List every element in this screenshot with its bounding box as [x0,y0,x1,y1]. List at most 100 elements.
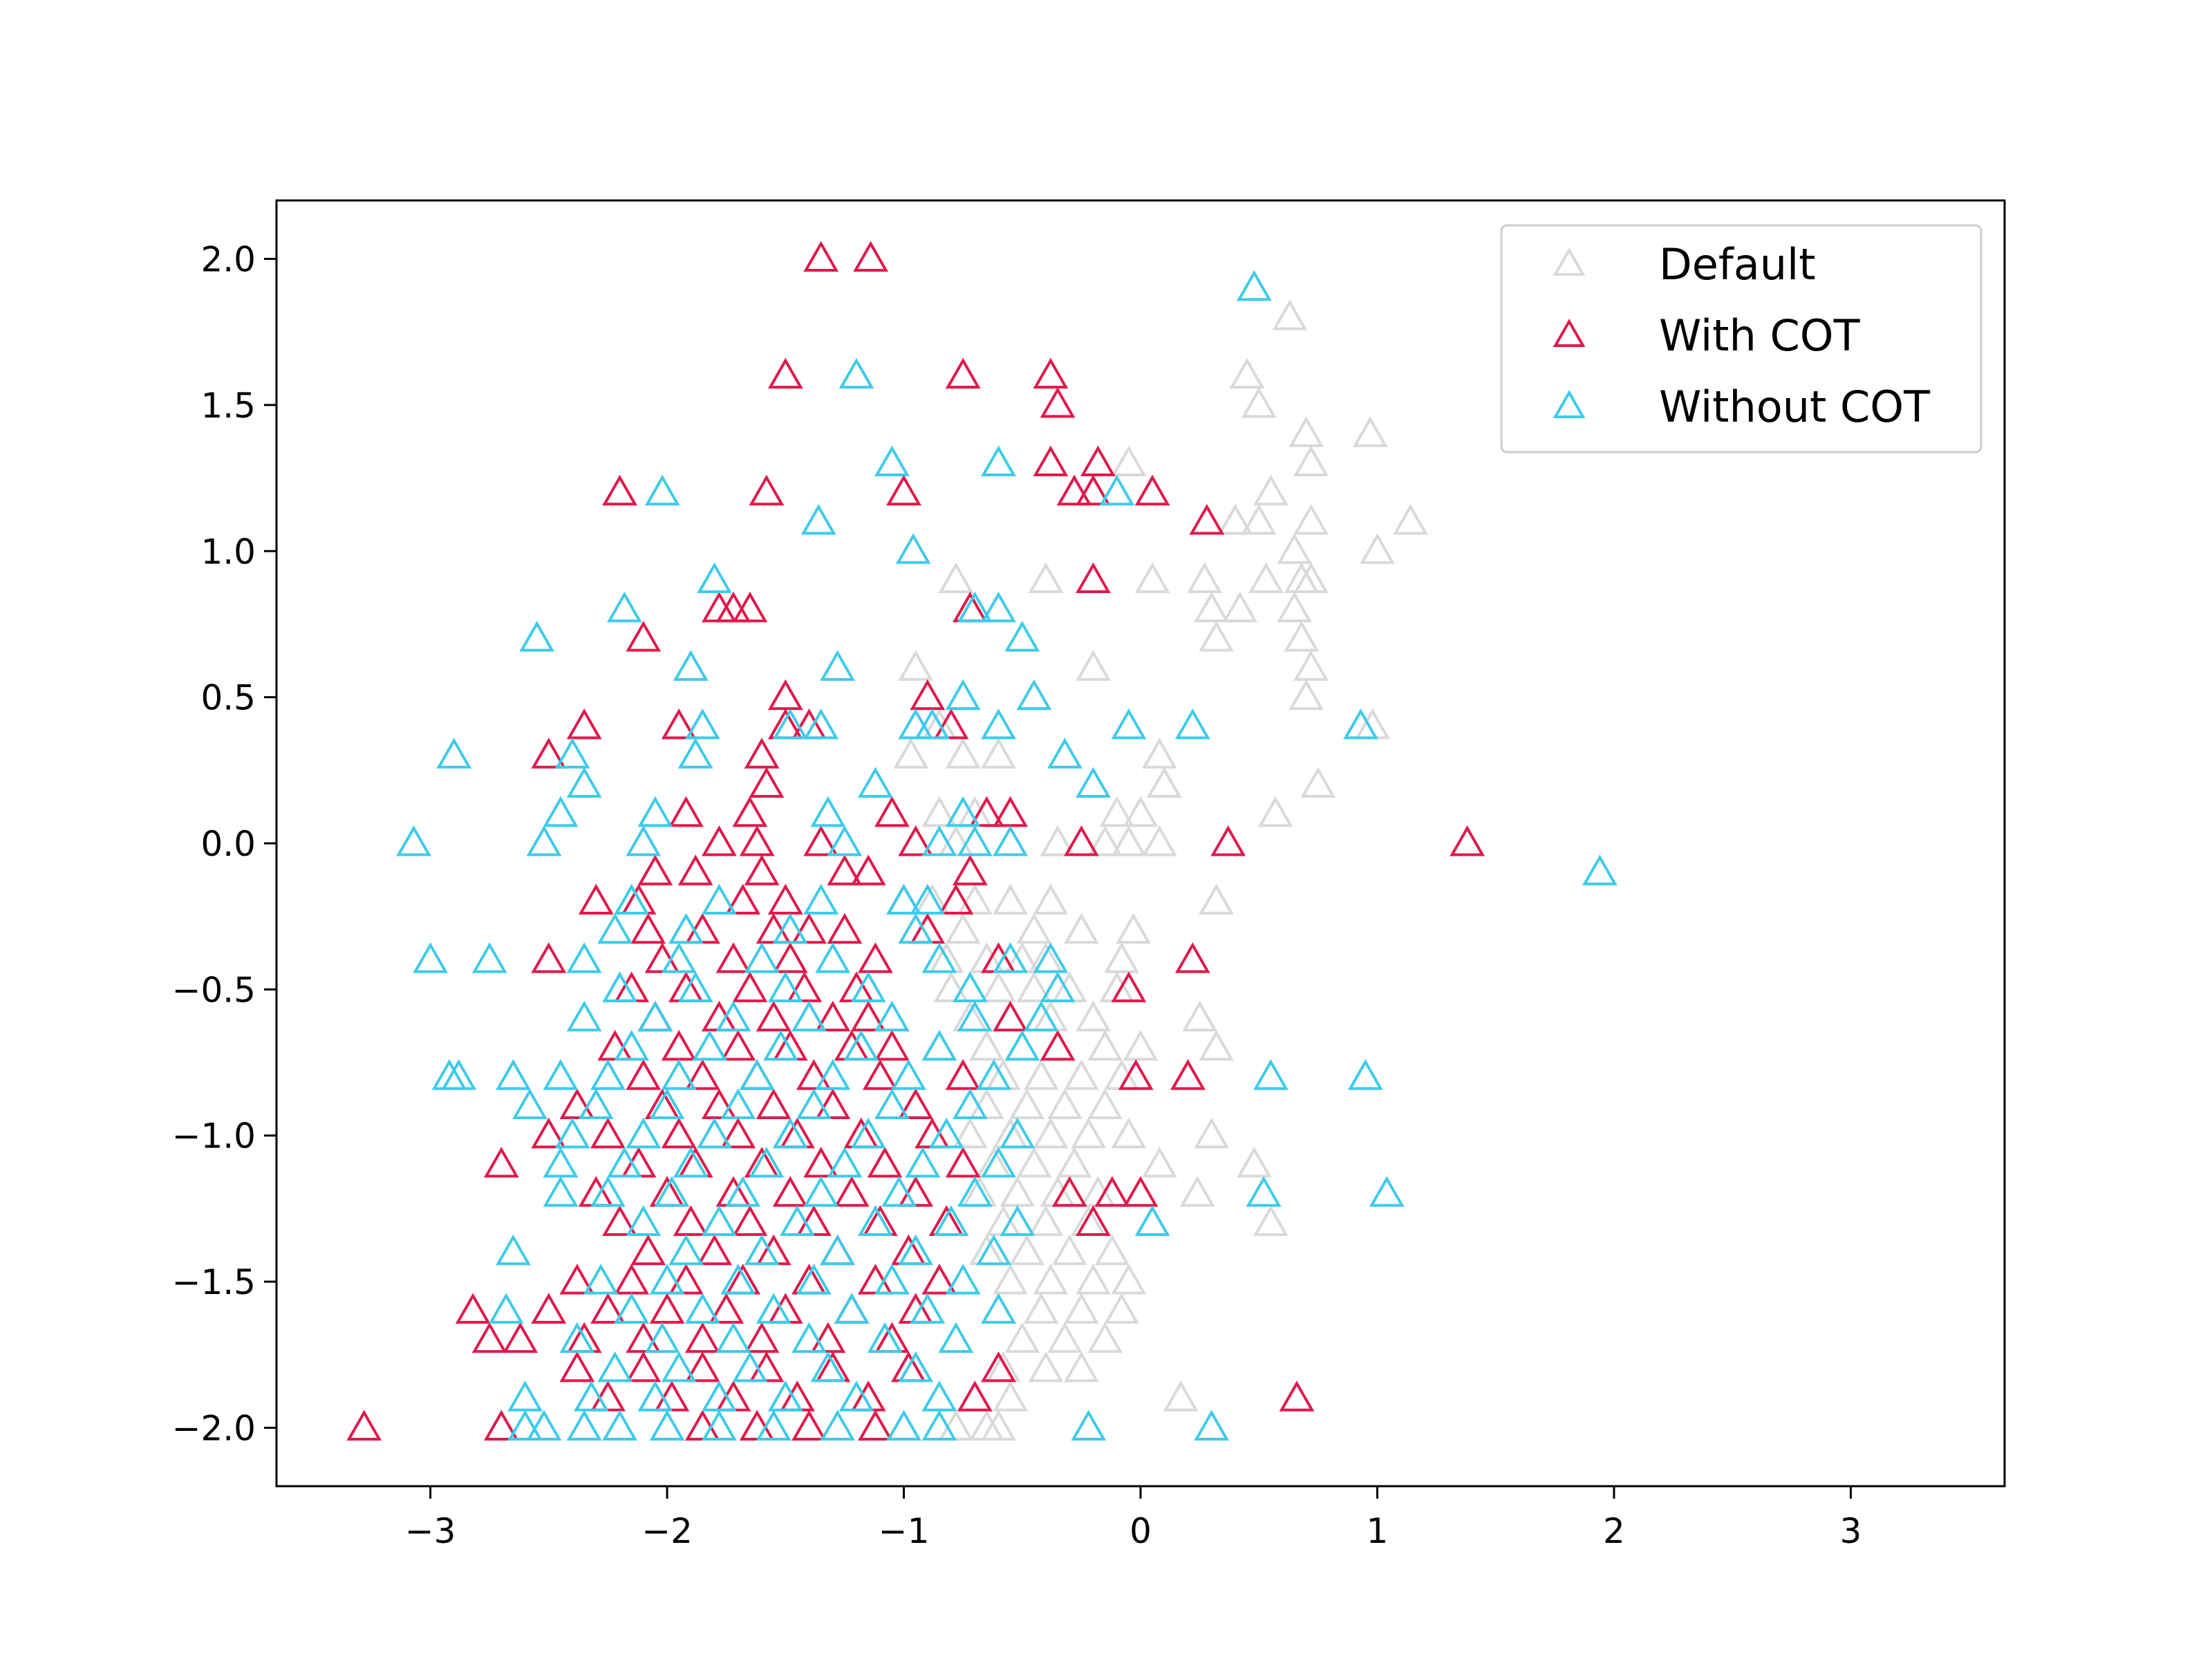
data-point [531,1117,567,1149]
data-point [843,1029,879,1061]
data-point [1141,1146,1177,1178]
data-point [1104,942,1140,973]
data-point [981,1146,1016,1178]
data-point [810,796,846,827]
data-point [531,1293,567,1324]
data-point [981,708,1016,740]
data-point [779,1205,815,1236]
data-point [1063,1351,1099,1382]
data-point [1293,562,1329,593]
data-point [1248,562,1284,593]
data-point [1040,971,1076,1002]
data-point [1004,1029,1040,1061]
data-point [471,942,507,973]
data-point [1116,912,1152,944]
data-point [1040,1029,1076,1061]
data-point [441,1059,477,1090]
data-point [1582,854,1618,885]
data-point [744,1322,780,1353]
data-point [910,679,946,711]
data-point [1146,767,1182,798]
data-point [981,738,1016,769]
y-tick-label: −2.0 [172,1408,256,1448]
data-point [981,971,1016,1002]
data-point [590,1059,626,1090]
data-point [945,1264,981,1295]
data-point [396,825,432,856]
data-point [796,1088,832,1119]
data-point [1028,1351,1064,1382]
data-point [626,1059,662,1090]
data-point [791,1409,827,1441]
x-tick-label: 0 [1130,1511,1152,1551]
data-point [886,883,921,915]
data-point [1076,650,1111,681]
data-point [1257,796,1293,827]
x-tick-label: 3 [1839,1511,1862,1551]
data-point [803,241,839,272]
data-point [1033,357,1069,389]
data-point [834,1176,870,1207]
data-point [933,971,969,1002]
data-point [1047,738,1082,769]
data-point [626,1351,662,1382]
data-point [1056,1146,1092,1178]
data-point [649,1264,685,1295]
data-point [739,825,775,856]
data-point [1056,474,1092,506]
data-point [1141,738,1177,769]
y-tick-label: 0.5 [200,678,256,718]
data-point [981,1293,1016,1324]
data-point [1246,1176,1282,1207]
data-point [772,1176,808,1207]
data-point [1111,1264,1147,1295]
data-point [1076,1205,1111,1236]
data-point [945,679,981,711]
data-point [1217,503,1253,535]
data-point [1016,1146,1052,1178]
data-point [1360,533,1395,564]
data-point [800,503,836,535]
data-point [554,1117,590,1149]
data-point [796,1264,832,1295]
data-point [554,738,590,769]
data-point [1170,1059,1206,1090]
data-point [815,942,851,973]
data-point [945,1059,981,1090]
data-point [720,1264,756,1295]
data-point [1076,474,1111,506]
legend-item-without-cot: Without COT [1553,382,1931,432]
data-point [744,738,780,769]
data-point [1199,883,1235,915]
series-without-cot [396,270,1618,1441]
data-point [559,1351,595,1382]
data-point [945,912,981,944]
data-point [810,1351,846,1382]
data-point [346,1409,382,1441]
data-point [957,1000,993,1032]
data-point [881,1176,917,1207]
data-point [413,942,449,973]
data-point [744,854,780,885]
data-point [1293,445,1329,476]
legend-label-default: Default [1659,239,1816,290]
data-point [483,1409,519,1441]
data-point [968,796,1004,827]
x-tick-label: −2 [641,1511,693,1551]
data-point [1253,1059,1288,1090]
data-point [1253,1205,1288,1236]
data-point [1033,1117,1069,1149]
data-point [993,883,1029,915]
data-point [744,1234,780,1266]
data-point [455,1293,491,1324]
data-point [1047,1322,1082,1353]
x-tick-label: −3 [405,1511,456,1551]
data-point [1450,825,1485,856]
data-point [815,1088,851,1119]
data-point [1016,912,1052,944]
data-point [874,796,910,827]
data-point [1236,270,1272,301]
data-point [701,883,737,915]
data-point [820,650,856,681]
